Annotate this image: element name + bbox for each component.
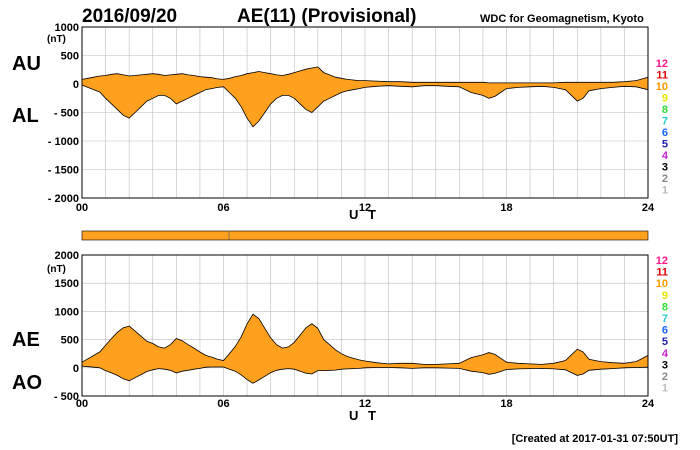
data-coverage-bar bbox=[81, 230, 649, 241]
plot-frame bbox=[81, 254, 649, 397]
series-line-ao bbox=[81, 365, 649, 384]
panel1-xlabel: U T bbox=[349, 207, 379, 222]
legend-entry: 3 bbox=[662, 162, 668, 174]
legend-entry: 8 bbox=[662, 301, 668, 313]
legend-entry: 4 bbox=[662, 348, 669, 360]
series-area bbox=[82, 66, 648, 127]
created-timestamp: [Created at 2017-01-31 07:50UT] bbox=[512, 433, 679, 445]
ao-label: AO bbox=[12, 372, 42, 394]
al-label: AL bbox=[12, 105, 39, 127]
panel2-xlabel: U T bbox=[349, 408, 379, 423]
legend-entry: 10 bbox=[656, 81, 668, 93]
legend-entry: 12 bbox=[656, 58, 668, 70]
y-tick-label: 0 bbox=[73, 79, 79, 91]
y-tick-label: - 1500 bbox=[48, 165, 79, 177]
legend-entry: 6 bbox=[662, 325, 668, 337]
legend-entry: 9 bbox=[662, 93, 668, 105]
legend-entry: 5 bbox=[662, 336, 668, 348]
y-tick-label: 1500 bbox=[55, 278, 79, 290]
legend-entry: 11 bbox=[656, 70, 668, 82]
series-line-ae bbox=[81, 313, 649, 365]
legend-entry: 11 bbox=[656, 267, 668, 279]
panel2-unit: (nT) bbox=[47, 264, 66, 275]
legend-entry: 7 bbox=[662, 116, 668, 128]
y-tick-label: - 500 bbox=[54, 391, 79, 403]
series-area bbox=[82, 314, 648, 384]
y-tick-label: - 1000 bbox=[48, 136, 79, 148]
x-tick-label: 00 bbox=[76, 398, 88, 410]
legend-entry: 8 bbox=[662, 104, 668, 116]
series-line-al bbox=[81, 84, 649, 128]
y-tick-label: - 2000 bbox=[48, 193, 79, 205]
legend-entry: 2 bbox=[662, 173, 668, 185]
y-tick-label: 500 bbox=[61, 335, 79, 347]
y-tick-label: 500 bbox=[61, 51, 79, 63]
legend-entry: 7 bbox=[662, 313, 668, 325]
y-tick-label: 1000 bbox=[55, 306, 79, 318]
x-tick-label: 24 bbox=[642, 398, 655, 410]
y-tick-label: 2000 bbox=[55, 250, 79, 262]
ae-label: AE bbox=[12, 329, 40, 351]
x-tick-label: 24 bbox=[642, 202, 655, 214]
legend-entry: 10 bbox=[656, 278, 668, 290]
legend-entry: 9 bbox=[662, 290, 668, 302]
y-tick-label: - 500 bbox=[54, 108, 79, 120]
x-tick-label: 06 bbox=[217, 202, 229, 214]
legend-entry: 4 bbox=[662, 150, 669, 162]
legend-entry: 3 bbox=[662, 359, 668, 371]
series-line-au bbox=[81, 66, 649, 84]
x-tick-label: 18 bbox=[500, 398, 512, 410]
legend-entry: 1 bbox=[662, 383, 668, 395]
y-tick-label: 1000 bbox=[55, 22, 79, 34]
x-tick-label: 18 bbox=[500, 202, 512, 214]
y-tick-label: 0 bbox=[73, 363, 79, 375]
source-label: WDC for Geomagnetism, Kyoto bbox=[480, 13, 644, 25]
date-label: 2016/09/20 bbox=[82, 6, 177, 27]
x-tick-label: 06 bbox=[217, 398, 229, 410]
legend-entry: 12 bbox=[656, 255, 668, 267]
x-tick-label: 12 bbox=[359, 202, 371, 214]
chart-title: AE(11) (Provisional) bbox=[237, 6, 417, 27]
legend-entry: 6 bbox=[662, 127, 668, 139]
legend-entry: 2 bbox=[662, 371, 668, 383]
x-tick-label: 12 bbox=[359, 398, 371, 410]
panel1-unit: (nT) bbox=[47, 34, 66, 45]
legend-entry: 1 bbox=[662, 185, 668, 197]
plot-frame bbox=[81, 26, 649, 199]
x-tick-label: 00 bbox=[76, 202, 88, 214]
au-label: AU bbox=[12, 53, 41, 75]
legend-entry: 5 bbox=[662, 139, 668, 151]
